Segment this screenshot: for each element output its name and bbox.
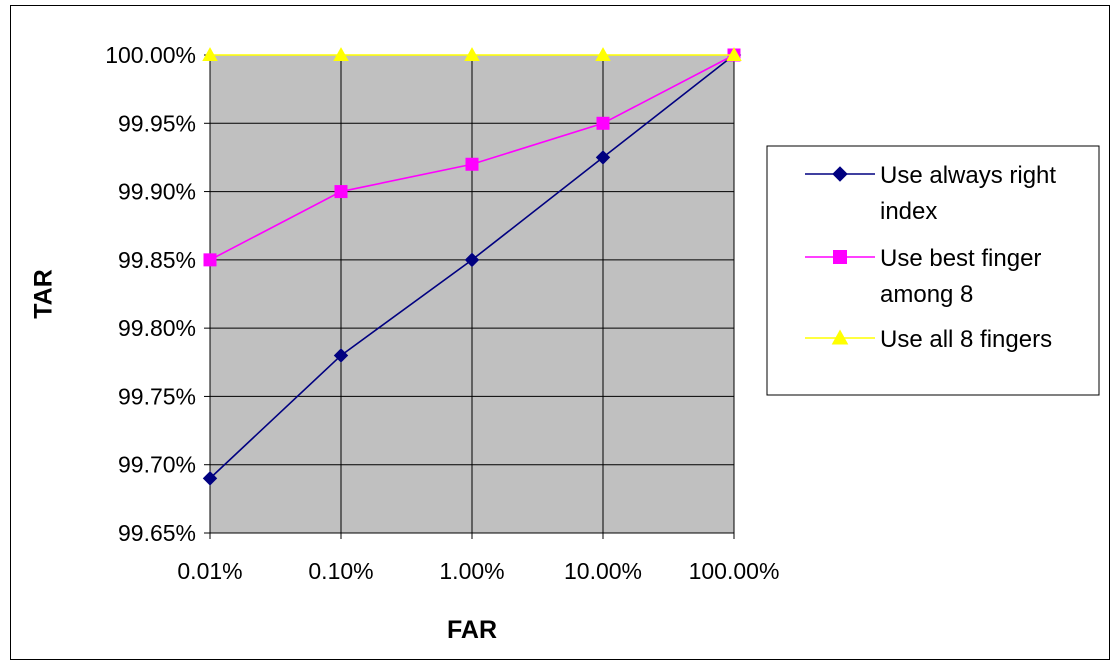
y-tick-label: 99.80% (118, 315, 196, 341)
legend-box (766, 145, 1100, 396)
y-tick-label: 99.95% (118, 110, 196, 136)
data-point (333, 47, 349, 62)
data-point (596, 116, 610, 130)
series-3 (202, 47, 742, 62)
legend-marker (833, 250, 847, 264)
tick-labels: 99.65% 99.70% 99.75% 99.80% 99.85% 99.90% 99.9… (105, 42, 779, 584)
legend-marker (832, 166, 848, 182)
y-tick-label: 99.75% (118, 383, 196, 409)
y-tick-label: 99.70% (118, 452, 196, 478)
data-point (333, 348, 349, 363)
y-tick-label: 99.90% (118, 179, 196, 205)
y-tick-label: 99.85% (118, 247, 196, 273)
series-layer (202, 47, 742, 486)
y-axis-title: TAR (30, 269, 58, 319)
x-tick-label: 0.10% (308, 558, 373, 584)
data-point (203, 253, 217, 267)
data-point (595, 150, 611, 165)
data-point (595, 47, 611, 62)
legend-label: among 8 (880, 281, 973, 308)
data-point (464, 47, 480, 62)
data-point (464, 252, 480, 268)
series-2 (203, 48, 741, 267)
x-axis-title: FAR (447, 616, 497, 644)
data-point (465, 157, 479, 171)
legend-label: Use all 8 fingers (880, 326, 1052, 353)
data-point (726, 47, 742, 62)
x-tick-label: 10.00% (564, 558, 642, 584)
y-tick-label: 100.00% (105, 42, 196, 68)
legend-item: Use best finger among 8 (805, 245, 1041, 308)
plot-area (204, 54, 735, 539)
data-point (202, 47, 218, 62)
y-tick-label: 99.65% (118, 520, 196, 546)
legend: Use always right index Use best finger amon… (766, 145, 1100, 396)
data-point (334, 185, 348, 199)
x-tick-label: 100.00% (689, 558, 780, 584)
legend-item: Use all 8 fingers (805, 326, 1052, 353)
x-tick-label: 0.01% (177, 558, 242, 584)
legend-label: index (880, 198, 937, 225)
legend-marker (831, 329, 849, 345)
legend-label: Use best finger (880, 245, 1041, 272)
legend-label: Use always right (880, 162, 1056, 189)
data-point (202, 471, 218, 486)
x-tick-label: 1.00% (439, 558, 504, 584)
legend-item: Use always right index (805, 162, 1056, 225)
